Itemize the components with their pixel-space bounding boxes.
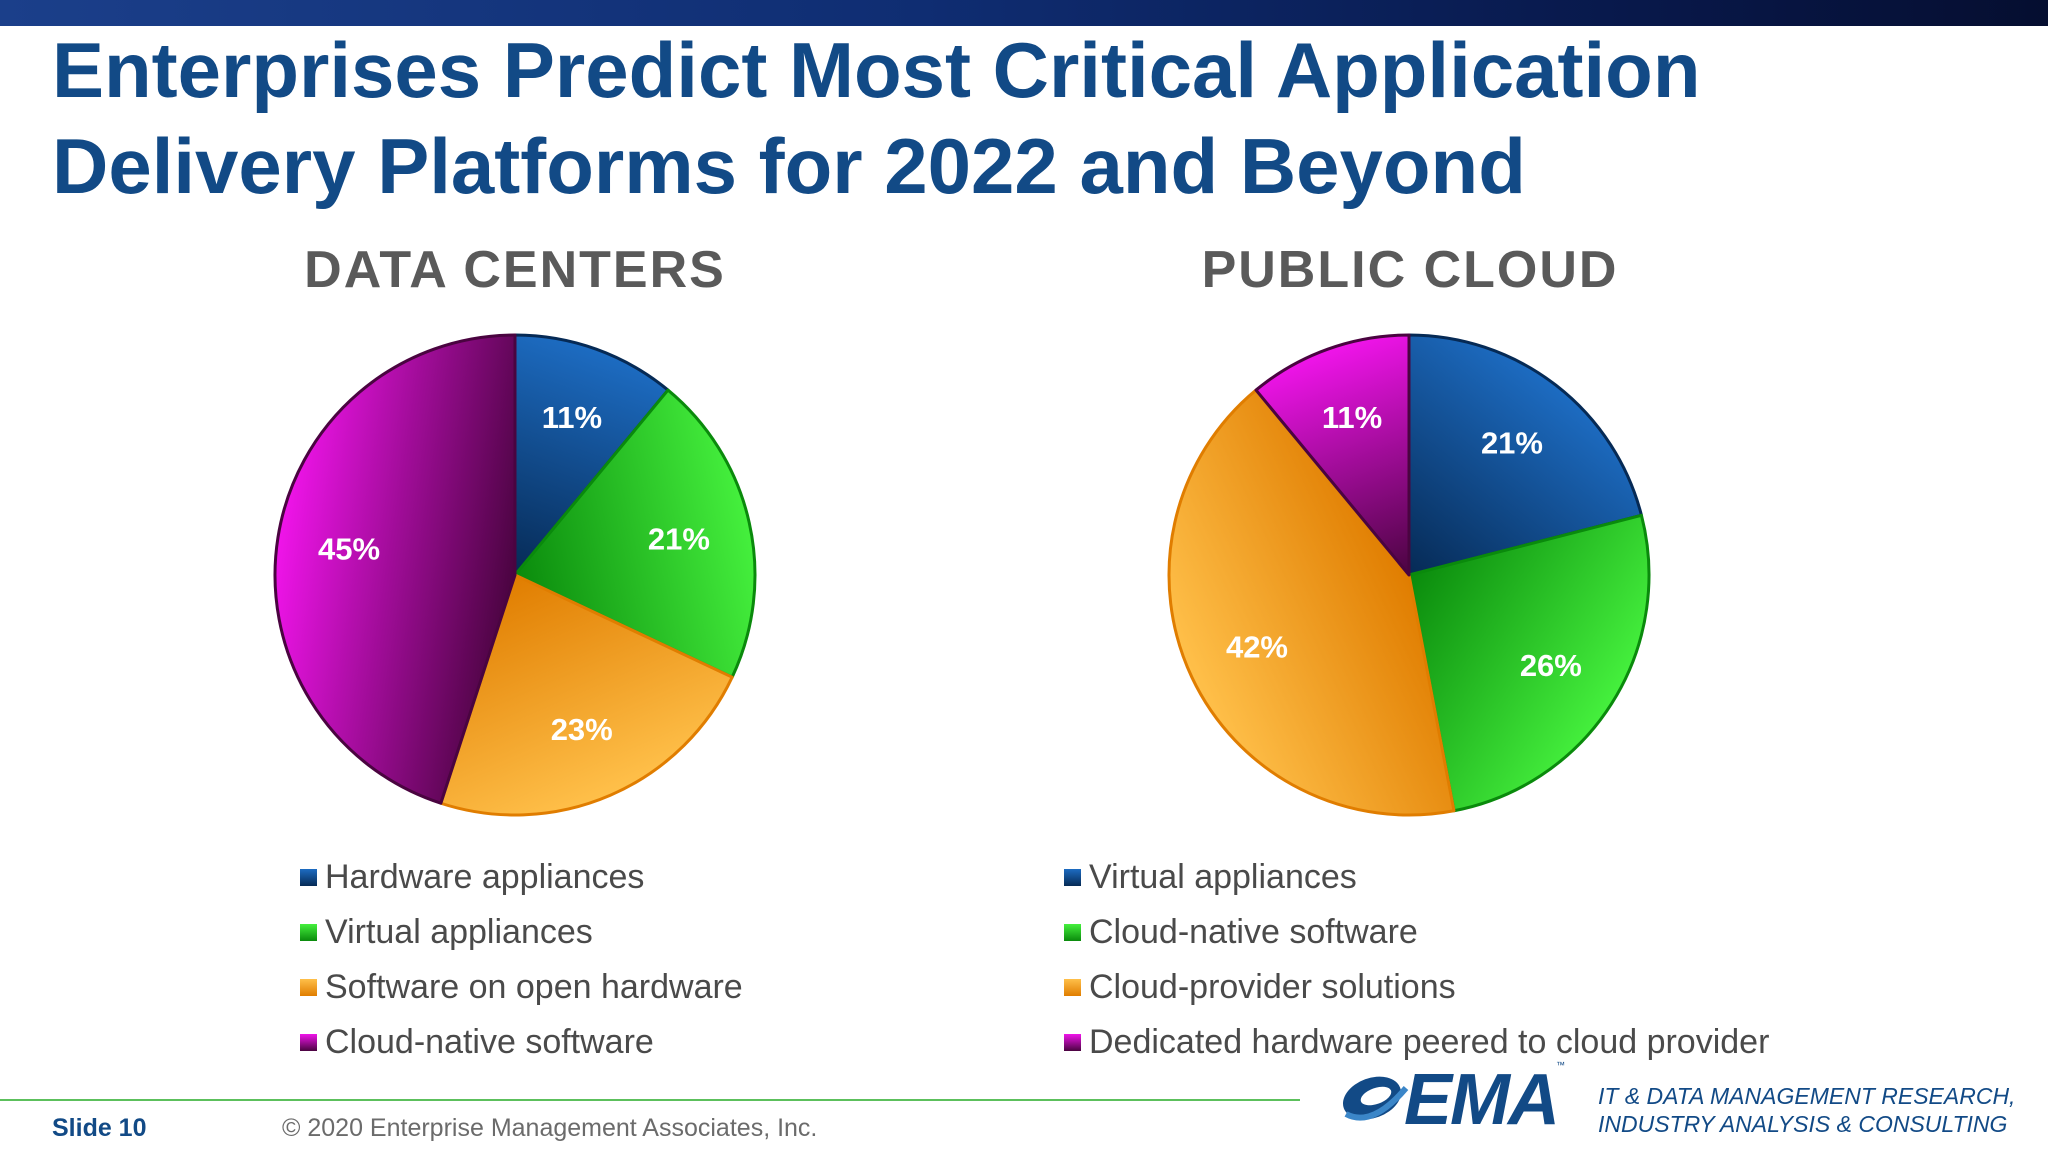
legend-label: Dedicated hardware peered to cloud provi… xyxy=(1089,1023,1770,1061)
public-cloud-chart-title: PUBLIC CLOUD xyxy=(1201,241,1619,299)
pie-slice xyxy=(1407,513,1651,813)
legend-label: Cloud-native software xyxy=(1089,913,1418,951)
legend-item: Software on open hardware xyxy=(300,960,743,1015)
ema-swoosh-icon xyxy=(1342,1076,1409,1121)
public-cloud-legend: Virtual appliances Cloud-native software… xyxy=(1064,850,1769,1070)
copyright-notice: © 2020 Enterprise Management Associates,… xyxy=(282,1114,818,1142)
slide-title: Enterprises Predict Most Critical Applic… xyxy=(52,22,1952,214)
pie-slice-label: 11% xyxy=(1322,400,1382,435)
pie-slice-label: 11% xyxy=(542,400,602,435)
slide-title-line-2: Delivery Platforms for 2022 and Beyond xyxy=(52,122,1526,210)
pie-slice-label: 26% xyxy=(1520,648,1582,683)
pie-slice-label: 42% xyxy=(1226,630,1288,665)
data-centers-legend: Hardware appliances Virtual appliances S… xyxy=(300,850,743,1070)
legend-item: Cloud-native software xyxy=(1064,905,1769,960)
legend-item: Cloud-native software xyxy=(300,1015,743,1070)
legend-item: Virtual appliances xyxy=(1064,850,1769,905)
company-tagline: IT & DATA MANAGEMENT RESEARCH, INDUSTRY … xyxy=(1598,1082,2015,1138)
legend-label: Virtual appliances xyxy=(325,913,593,951)
legend-item: Hardware appliances xyxy=(300,850,743,905)
legend-label: Cloud-native software xyxy=(325,1023,654,1061)
pie-slice xyxy=(1254,333,1411,577)
legend-swatch xyxy=(300,924,317,941)
legend-label: Cloud-provider solutions xyxy=(1089,968,1456,1006)
ema-logo-text: EMA xyxy=(1404,1060,1560,1140)
pie-slice xyxy=(513,388,757,679)
pie-slice xyxy=(513,333,670,577)
pie-slice-label: 21% xyxy=(648,521,710,556)
legend-label: Software on open hardware xyxy=(325,968,743,1006)
public-cloud-pie-chart: 21% 26% 42% 11% xyxy=(1167,333,1651,817)
legend-item: Dedicated hardware peered to cloud provi… xyxy=(1064,1015,1769,1070)
legend-swatch xyxy=(1064,869,1081,886)
legend-swatch xyxy=(1064,1034,1081,1051)
pie-slice xyxy=(1167,388,1456,817)
data-centers-pie-chart: 11% 21% 23% 45% xyxy=(273,333,757,817)
pie-slice-label: 23% xyxy=(551,712,613,747)
tagline-line-2: INDUSTRY ANALYSIS & CONSULTING xyxy=(1598,1111,2008,1137)
legend-swatch xyxy=(1064,979,1081,996)
pie-slice-label: 45% xyxy=(318,532,380,567)
legend-swatch xyxy=(1064,924,1081,941)
legend-item: Virtual appliances xyxy=(300,905,743,960)
legend-label: Hardware appliances xyxy=(325,858,645,896)
legend-item: Cloud-provider solutions xyxy=(1064,960,1769,1015)
top-banner-bar xyxy=(0,0,2048,26)
legend-swatch xyxy=(300,869,317,886)
legend-swatch xyxy=(300,979,317,996)
tagline-line-1: IT & DATA MANAGEMENT RESEARCH, xyxy=(1598,1083,2016,1109)
pie-slice xyxy=(273,333,517,805)
legend-label: Virtual appliances xyxy=(1089,858,1357,896)
pie-slice-label: 21% xyxy=(1481,425,1543,460)
legend-swatch xyxy=(300,1034,317,1051)
ema-trademark: ™ xyxy=(1556,1060,1565,1070)
slide-number: Slide 10 xyxy=(52,1114,147,1142)
pie-slice xyxy=(439,573,734,817)
footer-divider xyxy=(0,1099,1300,1101)
slide-title-line-1: Enterprises Predict Most Critical Applic… xyxy=(52,26,1701,114)
data-centers-chart-title: DATA CENTERS xyxy=(304,241,726,299)
ema-logo: EMA ™ xyxy=(1332,1058,1572,1142)
pie-slice xyxy=(1407,333,1643,577)
